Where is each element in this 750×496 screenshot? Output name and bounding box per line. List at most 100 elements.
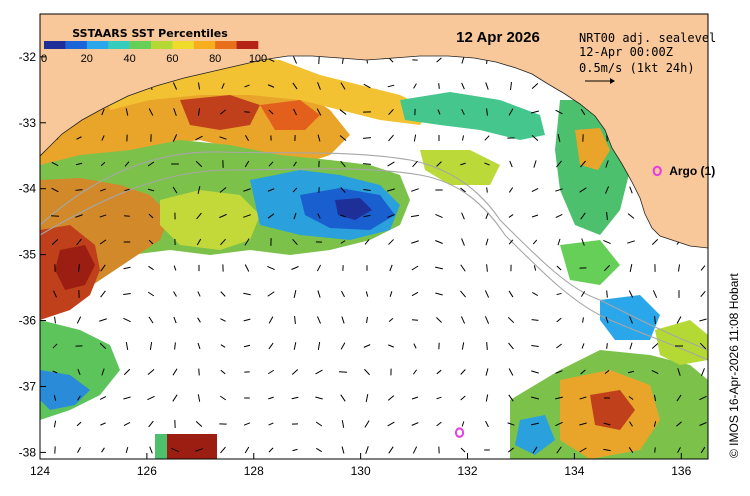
current-vector xyxy=(243,318,251,322)
current-vector xyxy=(197,394,201,402)
isobath-contours xyxy=(40,151,708,361)
current-vector xyxy=(220,238,226,246)
current-vector xyxy=(147,395,155,401)
current-vector xyxy=(364,239,370,245)
current-vector xyxy=(579,187,587,193)
current-vector xyxy=(486,342,488,350)
current-vector xyxy=(267,84,275,88)
y-tick-label: -37 xyxy=(19,379,37,393)
current-vector xyxy=(53,290,57,298)
date-title: 12 Apr 2026 xyxy=(456,29,540,46)
current-vector xyxy=(317,290,321,298)
current-vector xyxy=(604,186,610,194)
current-vector xyxy=(148,239,154,245)
legend-swatch xyxy=(151,41,173,49)
current-vector xyxy=(460,369,466,375)
current-vector xyxy=(460,316,466,324)
current-vector xyxy=(629,316,633,324)
current-vector xyxy=(220,318,226,322)
current-vector xyxy=(244,135,250,141)
current-vector xyxy=(628,290,634,298)
current-vector xyxy=(244,238,250,246)
current-vector xyxy=(171,448,179,452)
current-vector xyxy=(292,239,298,245)
current-vector xyxy=(485,394,489,402)
current-vector xyxy=(435,214,443,218)
current-vector xyxy=(291,396,299,400)
current-vector xyxy=(460,395,466,401)
current-vector xyxy=(460,290,466,298)
current-vector xyxy=(629,421,633,427)
current-vector xyxy=(78,263,80,273)
current-vector xyxy=(388,108,394,116)
current-vector xyxy=(197,342,201,350)
current-vector xyxy=(339,109,347,115)
current-vector xyxy=(582,317,584,323)
current-vector xyxy=(411,319,419,321)
current-vector xyxy=(293,161,297,167)
current-vector xyxy=(435,266,443,270)
current-vector xyxy=(244,446,250,454)
current-vector xyxy=(75,214,83,218)
current-vector xyxy=(75,189,83,191)
current-vector xyxy=(195,135,203,141)
current-vector xyxy=(701,368,705,376)
current-vector xyxy=(485,212,489,220)
current-vector xyxy=(435,240,443,244)
current-vector xyxy=(219,136,227,140)
current-vector xyxy=(340,187,346,193)
current-vector xyxy=(101,108,105,116)
current-vector xyxy=(654,316,656,324)
current-vector xyxy=(197,317,201,323)
current-vector xyxy=(341,420,345,428)
current-vector xyxy=(243,188,251,192)
current-vector xyxy=(292,56,298,64)
current-vector xyxy=(268,161,274,167)
legend-swatch xyxy=(193,41,216,49)
current-vector xyxy=(627,213,635,219)
product-line3: 0.5m/s (1kt 24h) xyxy=(579,61,695,75)
current-vector xyxy=(100,161,106,167)
current-vector xyxy=(700,291,706,297)
current-vector xyxy=(677,264,681,272)
x-tick-label: 126 xyxy=(137,464,157,478)
current-vector xyxy=(461,56,465,64)
current-vector xyxy=(699,395,707,401)
current-vector xyxy=(172,394,178,402)
current-vector xyxy=(460,264,466,272)
legend-swatch xyxy=(129,41,152,49)
current-vector xyxy=(508,368,514,376)
current-vector xyxy=(101,135,105,141)
current-vector xyxy=(243,214,251,218)
current-vector xyxy=(629,263,633,273)
y-tick-label: -36 xyxy=(19,314,37,328)
current-vector xyxy=(99,239,107,245)
current-vector xyxy=(147,161,155,167)
y-tick-label: -38 xyxy=(19,445,37,459)
current-vector xyxy=(268,369,274,375)
current-vector xyxy=(412,446,418,454)
current-vector xyxy=(508,290,514,298)
current-vector xyxy=(557,134,561,142)
current-vector xyxy=(340,214,346,218)
current-vector xyxy=(76,238,82,246)
current-vector xyxy=(556,160,562,168)
legend-swatch xyxy=(236,41,259,49)
current-vector xyxy=(173,316,177,324)
current-vector xyxy=(411,291,419,297)
current-vector xyxy=(461,135,465,141)
current-vector xyxy=(628,396,634,400)
current-vector xyxy=(627,240,635,244)
current-vector xyxy=(148,265,154,271)
current-vector xyxy=(531,82,539,90)
current-vector xyxy=(413,134,417,142)
current-vector xyxy=(53,395,57,401)
current-vector xyxy=(580,160,586,168)
current-vector xyxy=(627,370,635,374)
current-vector xyxy=(532,292,538,296)
current-vector xyxy=(147,369,155,375)
current-vector xyxy=(293,290,297,298)
current-vector xyxy=(580,369,586,375)
argo-float-marker xyxy=(652,165,662,177)
current-vector xyxy=(362,137,372,139)
